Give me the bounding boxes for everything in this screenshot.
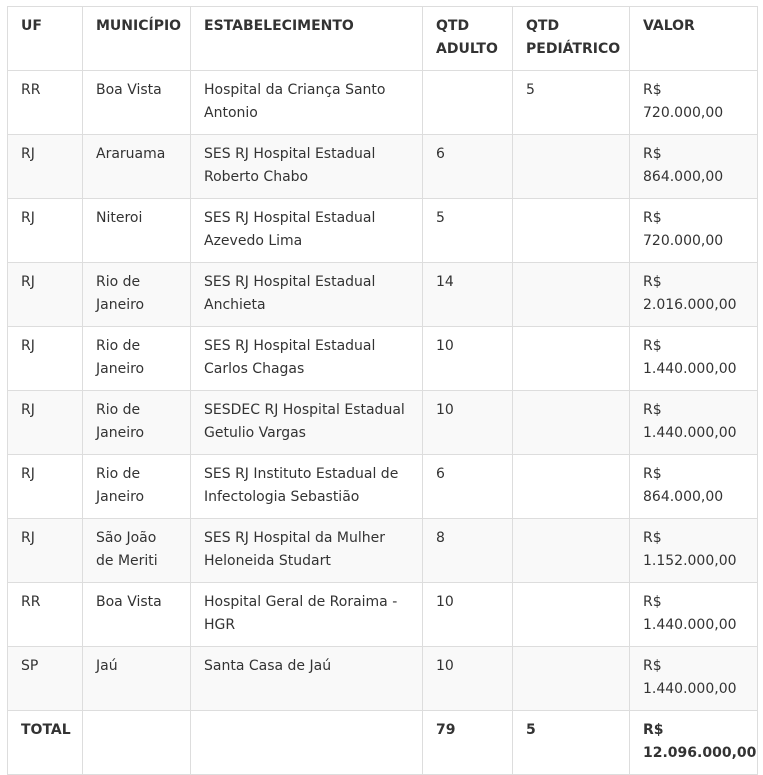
cell-qtd-pediatrico: [512, 646, 630, 711]
cell-municipio: Araruama: [82, 134, 191, 199]
total-label: TOTAL: [7, 710, 83, 775]
table-row: RJ Rio de Janeiro SES RJ Hospital Estadu…: [7, 262, 758, 327]
table-row: RJ Niteroi SES RJ Hospital Estadual Azev…: [7, 198, 758, 263]
cell-qtd-pediatrico: [512, 454, 630, 519]
table-row: RJ São João de Meriti SES RJ Hospital da…: [7, 518, 758, 583]
cell-estabelecimento: SES RJ Hospital da Mulher Heloneida Stud…: [190, 518, 423, 583]
header-row: UF MUNICÍPIO ESTABELECIMENTO QTD ADULTO …: [7, 6, 758, 71]
cell-valor: R$ 720.000,00: [629, 198, 758, 263]
cell-uf: RJ: [7, 326, 83, 391]
header-estabelecimento: ESTABELECIMENTO: [190, 6, 423, 71]
cell-qtd-pediatrico: [512, 518, 630, 583]
header-municipio: MUNICÍPIO: [82, 6, 191, 71]
table-row: RR Boa Vista Hospital Geral de Roraima -…: [7, 582, 758, 647]
cell-uf: RR: [7, 582, 83, 647]
cell-valor: R$ 1.440.000,00: [629, 646, 758, 711]
cell-valor: R$ 1.440.000,00: [629, 582, 758, 647]
header-valor: VALOR: [629, 6, 758, 71]
total-row: TOTAL 79 5 R$ 12.096.000,00: [7, 710, 758, 775]
cell-uf: RJ: [7, 390, 83, 455]
cell-qtd-pediatrico: [512, 582, 630, 647]
cell-municipio: São João de Meriti: [82, 518, 191, 583]
cell-estabelecimento: SES RJ Instituto Estadual de Infectologi…: [190, 454, 423, 519]
header-qtd-adulto: QTD ADULTO: [422, 6, 513, 71]
table-row: SP Jaú Santa Casa de Jaú 10 R$ 1.440.000…: [7, 646, 758, 711]
cell-uf: RJ: [7, 198, 83, 263]
cell-estabelecimento: SES RJ Hospital Estadual Azevedo Lima: [190, 198, 423, 263]
cell-qtd-pediatrico: [512, 262, 630, 327]
cell-uf: RJ: [7, 134, 83, 199]
header-qtd-pediatrico: QTD PEDIÁTRICO: [512, 6, 630, 71]
cell-municipio: Boa Vista: [82, 70, 191, 135]
cell-qtd-adulto: 5: [422, 198, 513, 263]
cell-valor: R$ 864.000,00: [629, 454, 758, 519]
cell-estabelecimento: SES RJ Hospital Estadual Roberto Chabo: [190, 134, 423, 199]
header-uf: UF: [7, 6, 83, 71]
cell-uf: RJ: [7, 454, 83, 519]
data-table: UF MUNICÍPIO ESTABELECIMENTO QTD ADULTO …: [7, 6, 758, 775]
total-valor: R$ 12.096.000,00: [629, 710, 758, 775]
table-header: UF MUNICÍPIO ESTABELECIMENTO QTD ADULTO …: [7, 6, 758, 71]
cell-municipio: Rio de Janeiro: [82, 326, 191, 391]
cell-estabelecimento: SESDEC RJ Hospital Estadual Getulio Varg…: [190, 390, 423, 455]
cell-valor: R$ 1.152.000,00: [629, 518, 758, 583]
cell-uf: RJ: [7, 262, 83, 327]
cell-valor: R$ 720.000,00: [629, 70, 758, 135]
cell-uf: SP: [7, 646, 83, 711]
cell-estabelecimento: Hospital da Criança Santo Antonio: [190, 70, 423, 135]
cell-qtd-pediatrico: [512, 198, 630, 263]
cell-qtd-adulto: 10: [422, 646, 513, 711]
cell-municipio: Niteroi: [82, 198, 191, 263]
cell-qtd-adulto: 8: [422, 518, 513, 583]
cell-valor: R$ 864.000,00: [629, 134, 758, 199]
cell-estabelecimento: SES RJ Hospital Estadual Carlos Chagas: [190, 326, 423, 391]
cell-qtd-adulto: 10: [422, 582, 513, 647]
total-estabelecimento: [190, 710, 423, 775]
total-qtd-adulto: 79: [422, 710, 513, 775]
cell-qtd-pediatrico: [512, 326, 630, 391]
table-row: RJ Rio de Janeiro SES RJ Instituto Estad…: [7, 454, 758, 519]
cell-valor: R$ 1.440.000,00: [629, 326, 758, 391]
cell-uf: RJ: [7, 518, 83, 583]
cell-qtd-adulto: [422, 70, 513, 135]
cell-uf: RR: [7, 70, 83, 135]
cell-valor: R$ 1.440.000,00: [629, 390, 758, 455]
table-body: RR Boa Vista Hospital da Criança Santo A…: [7, 70, 758, 775]
cell-estabelecimento: SES RJ Hospital Estadual Anchieta: [190, 262, 423, 327]
table-row: RR Boa Vista Hospital da Criança Santo A…: [7, 70, 758, 135]
cell-municipio: Rio de Janeiro: [82, 454, 191, 519]
total-qtd-pediatrico: 5: [512, 710, 630, 775]
cell-valor: R$ 2.016.000,00: [629, 262, 758, 327]
cell-qtd-adulto: 14: [422, 262, 513, 327]
total-municipio: [82, 710, 191, 775]
cell-qtd-adulto: 10: [422, 390, 513, 455]
table-row: RJ Rio de Janeiro SESDEC RJ Hospital Est…: [7, 390, 758, 455]
table-row: RJ Araruama SES RJ Hospital Estadual Rob…: [7, 134, 758, 199]
cell-municipio: Boa Vista: [82, 582, 191, 647]
cell-municipio: Rio de Janeiro: [82, 390, 191, 455]
cell-municipio: Rio de Janeiro: [82, 262, 191, 327]
cell-qtd-pediatrico: [512, 390, 630, 455]
cell-qtd-pediatrico: [512, 134, 630, 199]
cell-qtd-pediatrico: 5: [512, 70, 630, 135]
cell-qtd-adulto: 6: [422, 454, 513, 519]
cell-qtd-adulto: 10: [422, 326, 513, 391]
cell-qtd-adulto: 6: [422, 134, 513, 199]
table-row: RJ Rio de Janeiro SES RJ Hospital Estadu…: [7, 326, 758, 391]
cell-municipio: Jaú: [82, 646, 191, 711]
cell-estabelecimento: Hospital Geral de Roraima - HGR: [190, 582, 423, 647]
cell-estabelecimento: Santa Casa de Jaú: [190, 646, 423, 711]
